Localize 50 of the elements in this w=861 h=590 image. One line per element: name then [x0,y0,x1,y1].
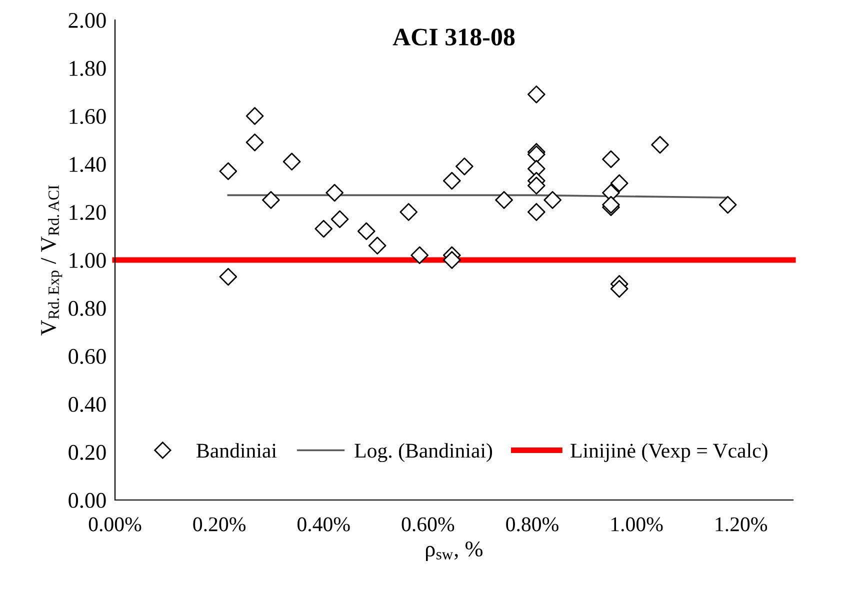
point [443,172,461,190]
y-tick-label: 1.00 [70,252,106,268]
point [262,191,280,209]
point [246,107,264,125]
point [314,220,333,238]
legend-label: Linijinė (Vexp = Vcalc) [570,443,768,462]
x-tick-label: 1.00% [611,517,663,532]
point [443,251,461,269]
point [368,236,386,255]
chart-title: ACI 318-08 [392,28,515,46]
x-tick-label: 0.00% [88,517,142,532]
point [456,157,474,176]
point [544,191,562,209]
x-tick-label: 1.20% [716,517,768,532]
point [602,150,620,168]
point [219,268,238,286]
point [326,184,344,202]
x-tick-label: 0.40% [298,517,350,532]
x-tick-label: 0.80% [506,517,558,532]
point [610,280,628,298]
y-tick-label: 1.60 [70,108,106,124]
point [282,152,301,171]
point [610,174,628,192]
point [651,136,669,154]
point [410,246,428,264]
point [495,191,513,209]
point [527,176,546,195]
y-tick-label: 1.40 [70,156,106,172]
y-tick-label: 0.40 [68,396,106,412]
y-tick-label: 0.00 [68,492,106,508]
point [527,203,546,221]
point [400,203,418,221]
x-axis-title: ρ$_{sw}$, % [426,541,482,561]
legend-label: Bandiniai [196,443,277,458]
y-tick-label: 0.60 [68,348,106,364]
y-tick-label: 2.00 [68,12,106,28]
x-tick-label: 0.20% [193,517,246,532]
y-tick-label: 0.80 [68,300,106,316]
legend-label: Log. (Bandiniai) [354,443,492,462]
point [219,162,238,180]
point [246,133,264,152]
y-tick-label: 0.20 [68,444,106,460]
point [527,85,546,104]
point [330,210,349,228]
point [357,222,376,240]
x-tick-label: 0.60% [402,517,454,532]
point [718,196,737,214]
y-tick-label: 1.80 [70,60,106,76]
y-tick-label: 1.20 [70,204,106,220]
y-axis-title: V$_{Rd.Exp}$ / V$_{Rd.ACI}$ [41,185,62,336]
